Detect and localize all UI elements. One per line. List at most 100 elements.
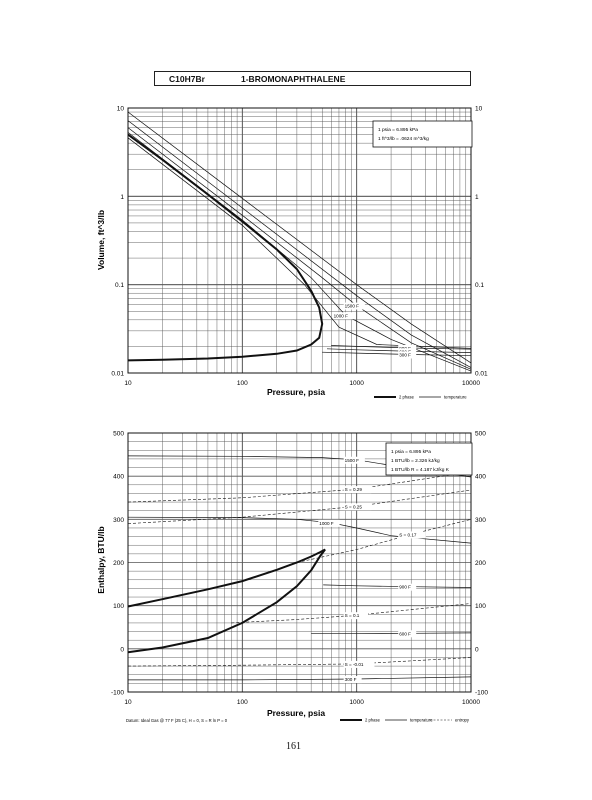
datum-footnote: Datum: Ideal Gas @ 77 F (25 C), H = 0, S…	[126, 718, 228, 723]
units-note-box	[385, 442, 473, 476]
y-tick-label-right: 100	[475, 603, 486, 610]
volume-pressure-chart: 10 100 1000 100000.010.11100.010.1110Pressu…	[96, 106, 488, 400]
x-tick-label: 10000	[462, 380, 480, 387]
temperature-line	[128, 676, 472, 681]
chart-title-box: C10H7Br 1-BROMONAPHTHALENE	[154, 71, 471, 86]
series-label-bg	[343, 660, 375, 668]
entropy-label: S = 0.29	[345, 487, 363, 492]
plot-frame	[127, 107, 472, 374]
units-note: 1 BTU/lb R = 4.187 kJ/kg K	[391, 467, 450, 473]
entropy-line	[231, 603, 472, 624]
plot-frame	[127, 432, 472, 693]
series-label-bg	[343, 612, 369, 620]
two-phase-curve	[127, 133, 324, 362]
entropy-label: S = 0.17	[399, 532, 417, 537]
temperature-line	[326, 348, 472, 353]
units-note: 1 psia = 6.895 kPa	[391, 449, 431, 455]
y-tick-label-right: 1	[475, 194, 479, 201]
entropy-label: S = 0.25	[345, 504, 363, 509]
units-note: 1 psia = 6.895 kPa	[378, 127, 418, 133]
units-note: 1 BTU/lb = 2.326 kJ/kg	[391, 458, 440, 464]
temperature-label: 900 F	[399, 585, 411, 590]
y-tick-label-right: 200	[475, 560, 486, 567]
series-label-bg	[343, 302, 365, 310]
y-tick-label: -100	[111, 690, 124, 697]
series-label-bg	[332, 312, 354, 320]
y-tick-label: 200	[113, 560, 124, 567]
legend-label: entropy	[455, 718, 470, 723]
y-tick-label: 10	[117, 106, 125, 113]
y-axis-label: Volume, ft^3/lb	[96, 210, 106, 270]
y-tick-label: 0.01	[111, 371, 124, 378]
compound-name: 1-BROMONAPHTHALENE	[241, 74, 346, 84]
y-tick-label-right: 0	[475, 646, 479, 653]
entropy-line	[127, 471, 472, 503]
temperature-label: 600 F	[399, 631, 411, 636]
y-tick-label: 500	[113, 431, 124, 438]
y-tick-label-right: 400	[475, 474, 486, 481]
series-label-bg	[398, 531, 426, 539]
temperature-line	[127, 120, 472, 368]
temperature-label: 1500 F	[345, 304, 359, 309]
x-tick-label: 1000	[349, 699, 364, 706]
temperature-line	[127, 111, 472, 364]
temperature-line	[322, 351, 472, 357]
temperature-label: 1500 F	[345, 458, 359, 463]
legend-label: 2 phase	[365, 718, 381, 723]
y-tick-label-right: 10	[475, 106, 483, 113]
series-label-bg	[398, 583, 417, 591]
x-axis-label: Pressure, psia	[267, 708, 325, 718]
temperature-label: 1000 F	[319, 521, 333, 526]
series-label-bg	[398, 630, 417, 638]
x-tick-label: 100	[237, 380, 248, 387]
series-label-bg	[398, 351, 417, 359]
temperature-line	[127, 132, 472, 372]
series-label-bg	[318, 519, 340, 527]
temperature-line	[323, 584, 472, 588]
entropy-line	[127, 489, 472, 524]
y-tick-label: 400	[113, 474, 124, 481]
x-tick-label: 1000	[349, 380, 364, 387]
temperature-label: 300 F	[345, 677, 357, 682]
temperature-line	[127, 516, 472, 544]
page-number: 161	[286, 741, 301, 752]
legend-label: temperature	[444, 395, 467, 400]
temperature-label: 1000 F	[334, 313, 348, 318]
entropy-label: S = 0.1	[345, 613, 360, 618]
series-label-bg	[343, 503, 372, 511]
x-axis-label: Pressure, psia	[267, 387, 325, 397]
y-tick-label: 0.1	[115, 282, 124, 289]
y-tick-label-right: 0.1	[475, 282, 484, 289]
series-label-bg	[343, 676, 362, 684]
temperature-line	[311, 632, 472, 635]
y-tick-label-right: -100	[475, 690, 488, 697]
y-tick-label-right: 500	[475, 431, 486, 438]
series-label-bg	[343, 456, 365, 464]
temperature-label: 300 F	[399, 352, 411, 357]
y-tick-label: 100	[113, 603, 124, 610]
series-label-bg	[343, 486, 372, 494]
y-axis-label: Enthalpy, BTU/lb	[96, 526, 106, 593]
x-tick-label: 100	[237, 699, 248, 706]
entropy-line	[296, 519, 472, 563]
temperature-line	[127, 137, 472, 349]
x-tick-label: 10	[124, 380, 132, 387]
two-phase-curve	[127, 548, 326, 654]
legend-label: 2 phase	[399, 395, 415, 400]
legend-label: temperature	[410, 718, 433, 723]
y-tick-label-right: 0.01	[475, 371, 488, 378]
temperature-line	[331, 345, 472, 350]
formula-label: C10H7Br	[169, 74, 205, 84]
y-tick-label: 1	[120, 194, 124, 201]
entropy-label: S = -0.01	[345, 662, 364, 667]
y-tick-label: 0	[120, 646, 124, 653]
units-note: 1 ft^3/lb = .0624 m^3/kg	[378, 136, 429, 142]
x-tick-label: 10000	[462, 699, 480, 706]
x-tick-label: 10	[124, 699, 132, 706]
temperature-line	[127, 127, 472, 370]
y-tick-label-right: 300	[475, 517, 486, 524]
entropy-line	[127, 657, 472, 667]
units-note-box	[372, 120, 473, 148]
y-tick-label: 300	[113, 517, 124, 524]
